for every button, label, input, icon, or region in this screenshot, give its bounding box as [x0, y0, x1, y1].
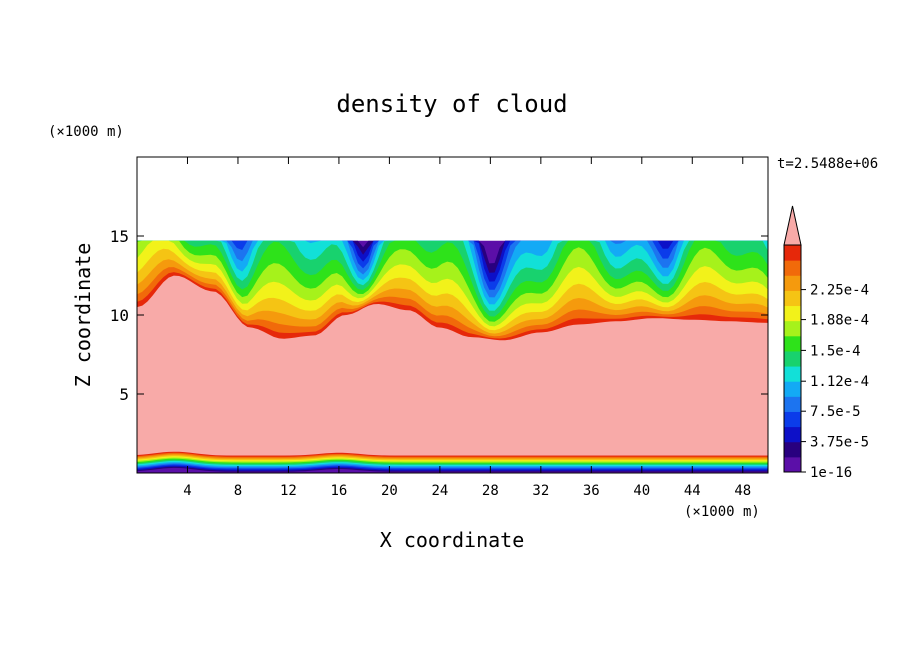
colorbar-segment-13 [784, 260, 801, 276]
y-tick-label-5: 5 [119, 385, 129, 404]
colorbar-segment-10 [784, 305, 801, 322]
x-tick-label-28: 28 [482, 483, 499, 499]
colorbar-segment-4 [784, 396, 801, 412]
colorbar-tick-label-1: 3.75e-5 [810, 435, 869, 451]
x-tick-label-40: 40 [633, 483, 650, 499]
x-tick-label-48: 48 [734, 483, 751, 499]
x-tick-label-36: 36 [583, 483, 600, 499]
colorbar-tick-label-6: 2.25e-4 [810, 283, 869, 299]
colorbar: 1e-16 3.75e-5 7.5e-5 1.12e-4 1.5e-4 1.88e-4 2.… [783, 205, 869, 481]
colorbar-tick-label-0: 1e-16 [810, 465, 852, 481]
x-axis-ticks: 4 8 12 16 20 24 28 32 36 40 44 48 [183, 157, 751, 499]
y-tick-label-10: 10 [110, 306, 129, 325]
x-tick-label-44: 44 [684, 483, 701, 499]
colorbar-segment-12 [784, 275, 801, 291]
x-tick-label-20: 20 [381, 483, 398, 499]
x-tick-label-12: 12 [280, 483, 297, 499]
colorbar-tick-label-4: 1.5e-4 [810, 343, 861, 359]
colorbar-segment-5 [784, 381, 801, 397]
colorbar-segment-1 [784, 441, 801, 458]
x-tick-label-24: 24 [431, 483, 448, 499]
colorbar-segment-6 [784, 366, 801, 382]
cloud-core [137, 275, 768, 456]
colorbar-tick-label-3: 1.12e-4 [810, 374, 869, 390]
colorbar-tick-label-2: 7.5e-5 [810, 404, 861, 420]
y-tick-label-15: 15 [110, 227, 129, 246]
x-axis-label: X coordinate [380, 528, 525, 552]
colorbar-segment-14 [784, 245, 801, 261]
colorbar-segment-9 [784, 320, 801, 337]
y-axis-label: Z coordinate [71, 243, 95, 388]
colorbar-over-triangle [783, 205, 802, 246]
colorbar-segment-7 [784, 350, 801, 367]
y-unit-label: (×1000 m) [48, 124, 124, 140]
colorbar-segment-2 [784, 426, 801, 443]
colorbar-segment-8 [784, 335, 801, 352]
colorbar-segment-3 [784, 411, 801, 428]
density-field [137, 240, 768, 473]
x-tick-label-16: 16 [330, 483, 347, 499]
colorbar-segment-0 [784, 456, 801, 473]
x-tick-label-4: 4 [183, 483, 191, 499]
x-tick-label-32: 32 [532, 483, 549, 499]
x-tick-label-8: 8 [234, 483, 242, 499]
colorbar-segment-11 [784, 290, 801, 307]
colorbar-tick-label-5: 1.88e-4 [810, 313, 869, 329]
x-unit-label: (×1000 m) [684, 504, 760, 520]
y-axis-ticks: 5 10 15 [110, 227, 768, 404]
time-label: t=2.5488e+06 [777, 156, 878, 172]
chart-title: density of cloud [336, 90, 567, 118]
colorbar-frame [783, 244, 802, 473]
ground-band-13 [137, 466, 768, 473]
ground-band-14 [137, 467, 768, 473]
